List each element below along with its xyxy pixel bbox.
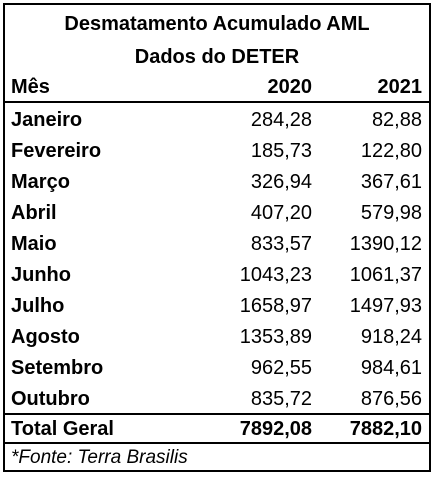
table-title: Desmatamento Acumulado AML (64, 13, 370, 35)
value-2020-cell: 326,94 (250, 171, 312, 193)
value-2021-cell: 367,61 (360, 171, 422, 193)
value-2020-cell: 1353,89 (239, 326, 312, 348)
month-cell: Agosto (11, 326, 80, 348)
source-note: *Fonte: Terra Brasilis (11, 447, 188, 468)
month-cell: Outubro (11, 388, 90, 410)
value-2021-cell: 1061,37 (349, 264, 422, 286)
month-cell: Setembro (11, 357, 104, 379)
value-2020-cell: 185,73 (250, 140, 312, 162)
value-2020-cell: 1658,97 (239, 295, 312, 317)
month-cell: Janeiro (11, 109, 83, 131)
table-frame: Desmatamento Acumulado AML Dados do DETE… (3, 3, 431, 472)
month-cell: Maio (11, 233, 57, 255)
month-cell: Fevereiro (11, 140, 102, 162)
value-2020-cell: 835,72 (250, 388, 312, 410)
value-2020-cell: 407,20 (250, 202, 312, 224)
table-header: Mês 2020 2021 (5, 75, 429, 103)
value-2020-cell: 962,55 (250, 357, 312, 379)
value-2021-cell: 579,98 (360, 202, 422, 224)
table-row: Março 326,94 367,61 (5, 166, 429, 197)
total-row: Total Geral 7892,08 7882,10 (5, 413, 429, 444)
value-2021-cell: 82,88 (371, 109, 422, 131)
month-cell: Julho (11, 295, 65, 317)
total-label: Total Geral (11, 418, 114, 440)
value-2021-cell: 876,56 (360, 388, 422, 410)
table-row: Outubro 835,72 876,56 (5, 383, 429, 414)
value-2020-cell: 284,28 (250, 109, 312, 131)
value-2021-cell: 1390,12 (349, 233, 422, 255)
table-row: Setembro 962,55 984,61 (5, 352, 429, 383)
header-2021: 2021 (377, 76, 423, 98)
value-2021-cell: 984,61 (360, 357, 422, 379)
table-row: Janeiro 284,28 82,88 (5, 104, 429, 135)
table-row: Abril 407,20 579,98 (5, 197, 429, 228)
table-row: Julho 1658,97 1497,93 (5, 290, 429, 321)
table-row: Maio 833,57 1390,12 (5, 228, 429, 259)
value-2021-cell: 918,24 (360, 326, 422, 348)
value-2020-cell: 833,57 (250, 233, 312, 255)
month-cell: Junho (11, 264, 71, 286)
total-2020: 7892,08 (239, 418, 312, 440)
month-cell: Abril (11, 202, 57, 224)
value-2020-cell: 1043,23 (239, 264, 312, 286)
header-2020: 2020 (267, 76, 313, 98)
month-cell: Março (11, 171, 70, 193)
value-2021-cell: 122,80 (360, 140, 422, 162)
header-month: Mês (11, 76, 50, 98)
value-2021-cell: 1497,93 (349, 295, 422, 317)
table-subtitle: Dados do DETER (134, 46, 300, 68)
total-2021: 7882,10 (349, 418, 422, 440)
table-row: Junho 1043,23 1061,37 (5, 259, 429, 290)
table-row: Agosto 1353,89 918,24 (5, 321, 429, 352)
table-row: Fevereiro 185,73 122,80 (5, 135, 429, 166)
